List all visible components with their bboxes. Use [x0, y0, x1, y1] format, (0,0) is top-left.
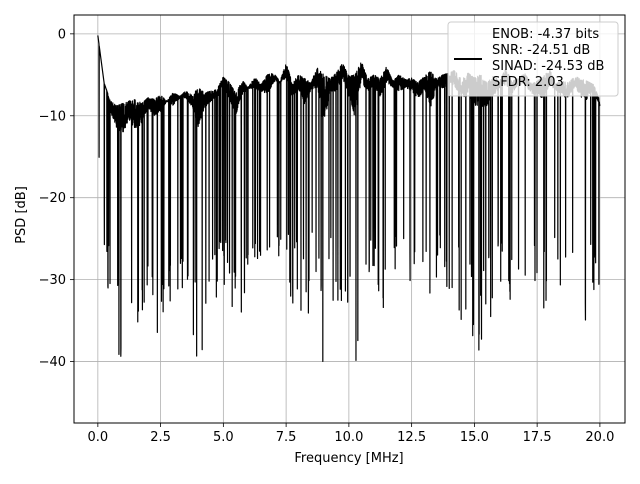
x-tick-label: 0.0	[88, 430, 109, 445]
y-tick-label: −40	[39, 355, 66, 370]
legend-label-line: SFDR: 2.03	[492, 75, 564, 90]
axes-frame	[73, 14, 626, 424]
y-tick-label: −20	[39, 191, 66, 206]
x-tick-label: 12.5	[397, 430, 426, 445]
legend-label-line: ENOB: -4.37 bits	[492, 27, 599, 42]
legend-label: ENOB: -4.37 bits SNR: -24.51 dB SINAD: -24…	[492, 27, 604, 90]
legend-box	[447, 21, 619, 97]
x-tick-label: 5.0	[213, 430, 234, 445]
y-tick-label: −10	[39, 109, 66, 124]
legend-label-line: SINAD: -24.53 dB	[492, 59, 604, 74]
y-tick-label: −30	[39, 273, 66, 288]
x-tick-label: 10.0	[334, 430, 363, 445]
y-tick-label: 0	[58, 27, 66, 42]
y-axis-label: PSD [dB]	[14, 186, 29, 244]
x-tick-label: 2.5	[150, 430, 171, 445]
legend: ENOB: -4.37 bits SNR: -24.51 dB SINAD: -24…	[447, 21, 619, 97]
x-tick-label: 17.5	[523, 430, 552, 445]
x-axis-label: Frequency [MHz]	[294, 451, 403, 466]
x-tick-label: 15.0	[460, 430, 489, 445]
axes-border	[73, 14, 626, 424]
x-tick-label: 20.0	[585, 430, 614, 445]
x-axis: 0.0 2.5 5.0 7.5 10.0 12.5 15.0 17.5 20.0	[88, 423, 614, 445]
legend-label-line: SNR: -24.51 dB	[492, 43, 590, 58]
x-tick-label: 7.5	[276, 430, 297, 445]
y-axis: 0 −10 −20 −30 −40	[39, 27, 74, 370]
